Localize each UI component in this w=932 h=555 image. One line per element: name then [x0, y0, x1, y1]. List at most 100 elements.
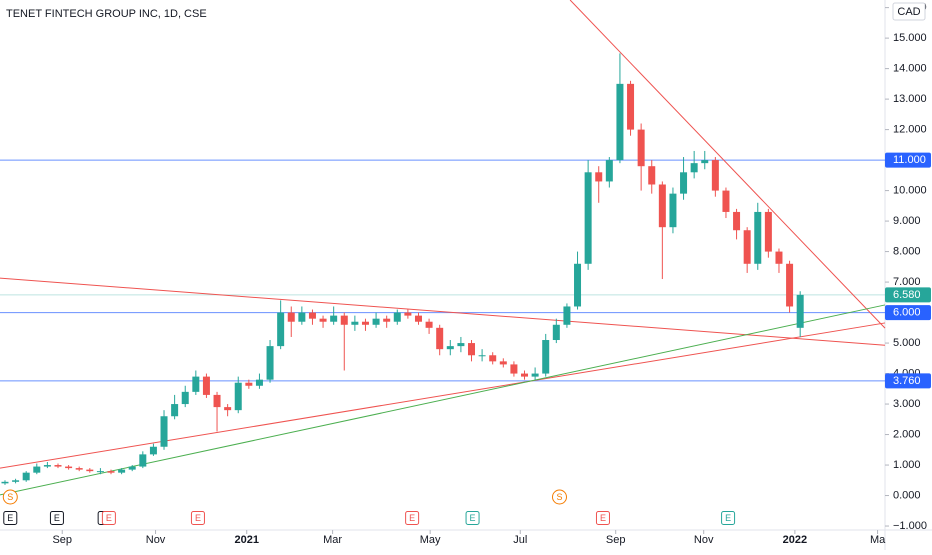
- candle-body: [595, 172, 603, 182]
- candle-body: [425, 321, 433, 328]
- x-tick-label: Ma: [870, 534, 886, 546]
- event-label: E: [54, 513, 60, 523]
- event-label: S: [556, 492, 562, 502]
- candle-body: [563, 306, 571, 325]
- x-tick-label: Mar: [323, 534, 342, 546]
- candle-body: [139, 454, 147, 467]
- x-tick-label: Sep: [606, 534, 626, 546]
- candle-body: [330, 315, 338, 322]
- event-icon: [551, 489, 567, 505]
- candle-body: [383, 318, 391, 322]
- candle-body: [1, 481, 9, 484]
- candle-body: [43, 465, 51, 467]
- event-label: E: [600, 513, 606, 523]
- price-label: 6.580: [893, 289, 921, 301]
- y-tick-label: 0.000: [893, 489, 921, 501]
- candle-body: [574, 263, 582, 307]
- candle-body: [277, 312, 285, 347]
- candle-body: [690, 163, 698, 173]
- y-tick-label: 8.000: [893, 245, 921, 257]
- currency-box: [892, 2, 926, 21]
- trend-line: [569, 0, 886, 329]
- event-icon: [101, 511, 116, 525]
- candle-body: [340, 315, 348, 325]
- y-tick-label: −1.000: [893, 520, 927, 532]
- candle-body: [54, 465, 62, 467]
- candle-body: [298, 312, 306, 322]
- candle-body: [722, 190, 730, 212]
- y-tick-label: 10.000: [893, 184, 927, 196]
- candle-body: [796, 294, 804, 328]
- candle-body: [775, 251, 783, 264]
- candle-body: [308, 312, 316, 319]
- price-label-box: [885, 152, 931, 168]
- currency-label: CAD: [897, 6, 920, 18]
- event-label: S: [7, 492, 13, 502]
- candle-body: [149, 446, 157, 455]
- candle-body: [414, 315, 422, 322]
- candle-body: [510, 364, 518, 374]
- candle-body: [118, 469, 126, 473]
- candle-body: [245, 382, 253, 386]
- y-tick-label: 12.000: [893, 124, 927, 136]
- candle-body: [255, 379, 263, 386]
- y-tick-label: 13.000: [893, 93, 927, 105]
- trend-line: [0, 277, 886, 346]
- candle-body: [12, 480, 20, 482]
- candle-body: [552, 324, 560, 341]
- candle-body: [467, 343, 475, 356]
- event-label: E: [7, 513, 13, 523]
- candle-body: [213, 394, 221, 408]
- price-label-box: [885, 373, 931, 389]
- candle-body: [764, 211, 772, 252]
- candle-body: [584, 172, 592, 264]
- trend-line: [0, 322, 886, 469]
- candle-body: [75, 468, 83, 470]
- candle-body: [605, 160, 613, 182]
- candle-body: [542, 340, 550, 374]
- candle-body: [128, 466, 136, 470]
- price-label: 11.000: [893, 154, 926, 166]
- y-tick-label: 9.000: [893, 215, 921, 227]
- candle-body: [372, 318, 380, 325]
- x-tick-label: Sep: [52, 534, 72, 546]
- candle-body: [319, 318, 327, 322]
- event-label: E: [725, 513, 731, 523]
- candle-body: [96, 471, 104, 473]
- candle-body: [637, 129, 645, 167]
- candle-body: [446, 346, 454, 350]
- event-icon: [595, 511, 610, 525]
- event-icon: [2, 489, 18, 505]
- candle-body: [531, 373, 539, 377]
- y-tick-label: 5.000: [893, 337, 921, 349]
- candle-body: [680, 172, 688, 194]
- event-icon: [465, 511, 480, 525]
- candle-body: [22, 472, 30, 481]
- event-icon: [49, 511, 64, 525]
- candle-body: [521, 373, 529, 377]
- price-label: 6.000: [893, 306, 921, 318]
- candle-body: [171, 404, 179, 417]
- y-tick-label: 15.000: [893, 32, 927, 44]
- price-label: 3.760: [893, 375, 921, 387]
- candle-body: [287, 312, 295, 322]
- candle-body: [478, 355, 486, 357]
- event-icon: [3, 511, 18, 525]
- candle-body: [743, 230, 751, 264]
- x-tick-label: Nov: [694, 534, 714, 546]
- candle-body: [669, 193, 677, 228]
- x-tick-label: 2022: [783, 534, 807, 546]
- candle-body: [65, 466, 73, 469]
- x-tick-label: May: [420, 534, 441, 546]
- x-tick-label: 2021: [234, 534, 258, 546]
- y-tick-label: 7.000: [893, 276, 921, 288]
- candle-body: [107, 471, 115, 473]
- trend-line: [0, 304, 886, 496]
- candle-body: [266, 346, 274, 380]
- candle-body: [33, 466, 41, 473]
- candle-body: [457, 343, 465, 347]
- candle-body: [499, 361, 507, 365]
- x-tick-label: Nov: [146, 534, 166, 546]
- candle-body: [658, 184, 666, 228]
- candle-body: [224, 407, 232, 411]
